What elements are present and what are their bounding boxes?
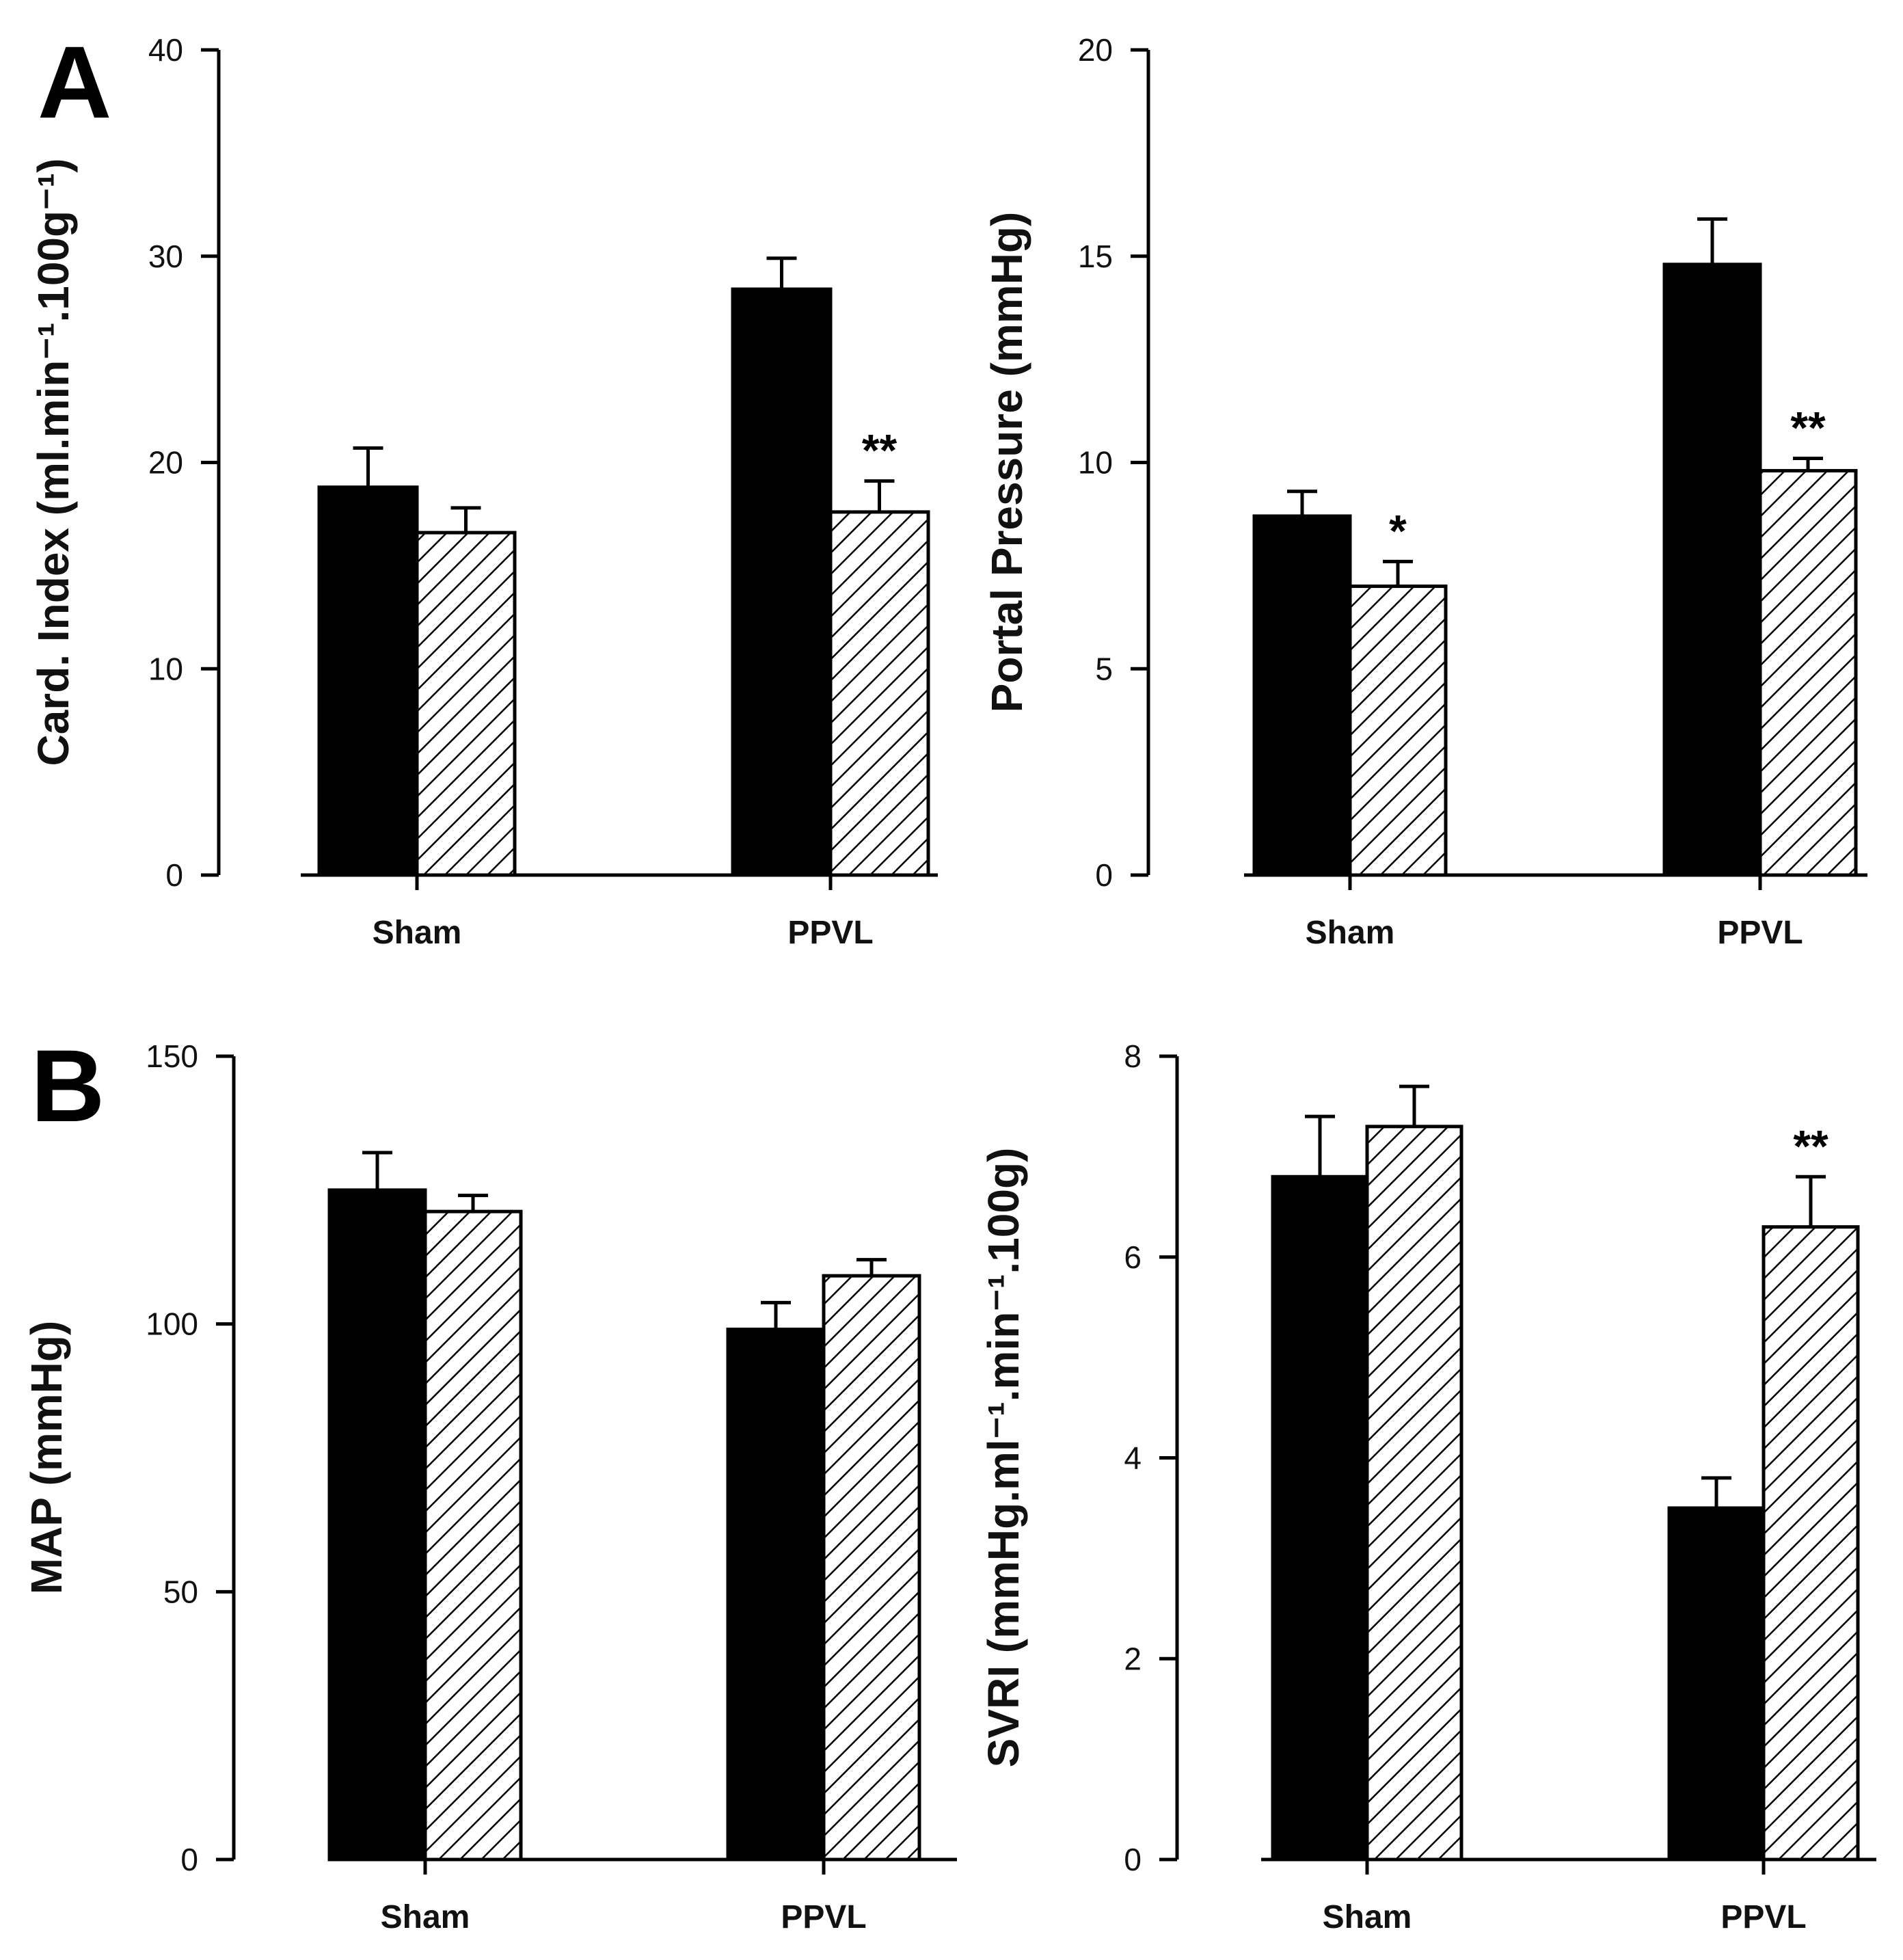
- y-tick-label: 0: [1124, 1842, 1142, 1877]
- y-tick-label: 10: [1078, 445, 1113, 481]
- y-tick-label: 20: [148, 445, 183, 481]
- chart-portal-pressure: 0 5 10 15 20 Portal Pressure (mmHg) Sham * PPVL *…: [982, 32, 1867, 951]
- x-tick-label: PPVL: [781, 1899, 866, 1935]
- y-axis-label: Card. Index (ml.min⁻¹.100g⁻¹): [29, 158, 78, 766]
- bar-hatched-ppvl: [822, 1274, 921, 1862]
- y-tick-label: 100: [146, 1306, 198, 1342]
- y-tick-label: 2: [1124, 1641, 1142, 1676]
- x-tick-label: PPVL: [1717, 915, 1803, 951]
- bar-solid-ppvl: [726, 1328, 826, 1862]
- bar-solid-ppvl: [1662, 263, 1762, 877]
- y-tick-label: 150: [146, 1038, 198, 1074]
- bar-solid-sham: [317, 485, 419, 877]
- significance-marker: **: [1790, 402, 1826, 453]
- y-tick-label: 4: [1124, 1440, 1142, 1476]
- bar-hatched-sham: [423, 1209, 523, 1862]
- panel-label-b: B: [31, 1028, 105, 1143]
- y-tick-label: 30: [148, 239, 183, 274]
- y-tick-label: 8: [1124, 1038, 1142, 1074]
- y-tick-label: 6: [1124, 1239, 1142, 1275]
- x-tick-label: Sham: [1306, 915, 1395, 951]
- y-axis-label: Portal Pressure (mmHg): [982, 212, 1031, 713]
- bar-hatched-ppvl: [1762, 1225, 1860, 1862]
- bar-solid-sham: [1271, 1174, 1369, 1862]
- x-tick-label: Sham: [373, 915, 462, 951]
- panel-label-a: A: [38, 25, 111, 139]
- y-axis-label: SVRI (mmHg.ml⁻¹.min⁻¹.100g): [979, 1148, 1028, 1768]
- x-tick-label: PPVL: [787, 915, 873, 951]
- significance-marker: **: [862, 425, 897, 476]
- y-tick-label: 15: [1078, 239, 1113, 274]
- x-tick-label: PPVL: [1720, 1899, 1806, 1935]
- y-tick-label: 50: [163, 1574, 198, 1609]
- y-tick-label: 0: [180, 1842, 198, 1877]
- bar-solid-ppvl: [1667, 1506, 1766, 1862]
- y-tick-label: 5: [1095, 651, 1113, 686]
- bar-hatched-sham: [1365, 1125, 1463, 1862]
- bar-hatched-ppvl: [828, 510, 930, 877]
- bar-solid-sham: [1252, 514, 1352, 877]
- x-tick-label: Sham: [1323, 1899, 1412, 1935]
- x-tick-label: Sham: [381, 1899, 470, 1935]
- significance-marker: *: [1389, 505, 1407, 556]
- y-tick-label: 20: [1078, 32, 1113, 68]
- bar-hatched-ppvl: [1758, 469, 1858, 877]
- y-tick-label: 0: [165, 857, 183, 893]
- bar-solid-sham: [327, 1188, 427, 1862]
- y-tick-label: 40: [148, 32, 183, 68]
- y-tick-label: 0: [1095, 857, 1113, 893]
- bar-solid-ppvl: [731, 287, 833, 877]
- significance-marker: **: [1793, 1120, 1828, 1171]
- chart-svri: 0 2 4 6 8 SVRI (mmHg.ml⁻¹.min⁻¹.100g) Sham PPVL…: [979, 1038, 1876, 1935]
- chart-map: 0 50 100 150 MAP (mmHg) Sham PPVL: [22, 1038, 957, 1935]
- chart-card-index: 0 10 20 30 40 Card. Index (ml.min⁻¹.100g⁻¹) Sh…: [29, 32, 938, 951]
- bar-hatched-sham: [415, 531, 517, 877]
- y-axis-label: MAP (mmHg): [22, 1321, 71, 1595]
- bar-hatched-sham: [1348, 585, 1448, 877]
- y-tick-label: 10: [148, 651, 183, 686]
